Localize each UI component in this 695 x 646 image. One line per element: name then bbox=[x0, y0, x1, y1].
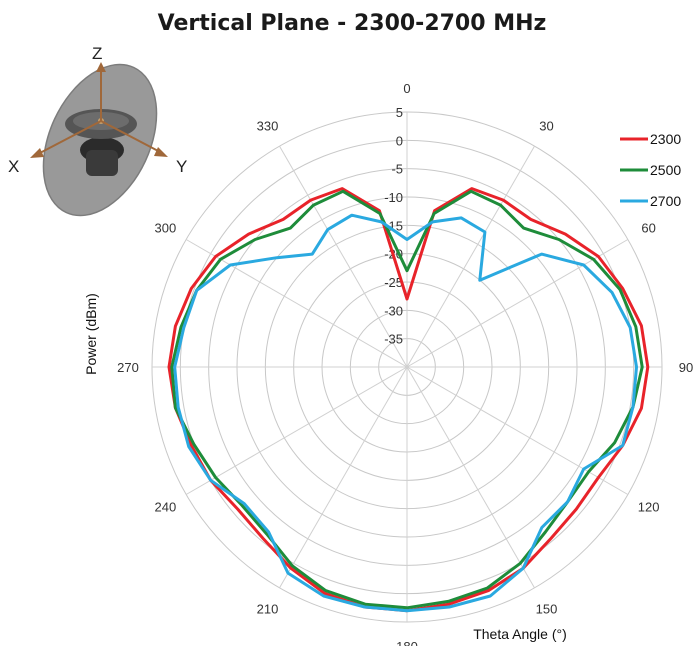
radial-tick-label: -25 bbox=[384, 275, 403, 290]
x-axis-arrow bbox=[37, 120, 102, 155]
grid-spoke bbox=[406, 239, 629, 368]
z-axis-label: Z bbox=[92, 44, 102, 63]
angle-tick-labels: 0 30 60 90 120 150 180 210 240 270 300 330 bbox=[117, 81, 693, 646]
y-axis-arrow bbox=[100, 120, 163, 154]
grid-spoke bbox=[406, 366, 629, 495]
angle-tick-label: 120 bbox=[638, 500, 660, 515]
antenna-orientation-icon: Z X Y bbox=[8, 44, 187, 217]
grid-spoke bbox=[279, 145, 408, 368]
angle-tick-label: 270 bbox=[117, 360, 139, 375]
polar-grid bbox=[151, 111, 663, 623]
series-line-2300 bbox=[167, 187, 650, 613]
angle-tick-label: 300 bbox=[155, 221, 177, 236]
angle-tick-label: 150 bbox=[536, 602, 558, 617]
series-lines bbox=[167, 187, 650, 613]
radial-tick-label: -10 bbox=[384, 190, 403, 205]
legend: 2300 2500 2700 bbox=[620, 131, 681, 209]
grid-spoke bbox=[406, 366, 535, 589]
y-axis-label: Power (dBm) bbox=[83, 293, 99, 375]
grid-spoke bbox=[185, 366, 408, 495]
angle-tick-label: 30 bbox=[539, 118, 553, 133]
series-line-2700 bbox=[173, 213, 638, 613]
series-line-2500 bbox=[170, 189, 644, 610]
angle-tick-label: 60 bbox=[641, 221, 655, 236]
legend-label-2300: 2300 bbox=[650, 131, 681, 147]
angle-tick-label: 0 bbox=[403, 81, 410, 96]
radial-tick-label: -30 bbox=[384, 303, 403, 318]
grid-spoke bbox=[279, 366, 408, 589]
legend-label-2700: 2700 bbox=[650, 193, 681, 209]
x-axis-label: Theta Angle (°) bbox=[473, 626, 567, 642]
legend-label-2500: 2500 bbox=[650, 162, 681, 178]
x-arrowhead-icon bbox=[30, 148, 44, 158]
antenna-stem bbox=[86, 150, 118, 176]
angle-tick-label: 210 bbox=[257, 602, 279, 617]
angle-tick-label: 180 bbox=[396, 639, 418, 646]
grid-spoke bbox=[185, 239, 408, 368]
z-arrowhead-icon bbox=[96, 62, 106, 72]
y-axis-icon-label: Y bbox=[176, 157, 187, 176]
radial-tick-label: -35 bbox=[384, 332, 403, 347]
angle-tick-label: 330 bbox=[257, 118, 279, 133]
grid-spoke bbox=[406, 145, 535, 368]
x-axis-icon-label: X bbox=[8, 157, 19, 176]
y-arrowhead-icon bbox=[154, 147, 168, 157]
angle-tick-label: 240 bbox=[155, 500, 177, 515]
radial-tick-label: 5 bbox=[396, 105, 403, 120]
angle-tick-label: 90 bbox=[679, 360, 693, 375]
chart-title: Vertical Plane - 2300-2700 MHz bbox=[158, 11, 547, 36]
radial-tick-label: -5 bbox=[391, 162, 403, 177]
radial-tick-labels: 50-5-10-15-20-25-30-35 bbox=[384, 105, 403, 347]
radial-tick-label: 0 bbox=[396, 133, 403, 148]
